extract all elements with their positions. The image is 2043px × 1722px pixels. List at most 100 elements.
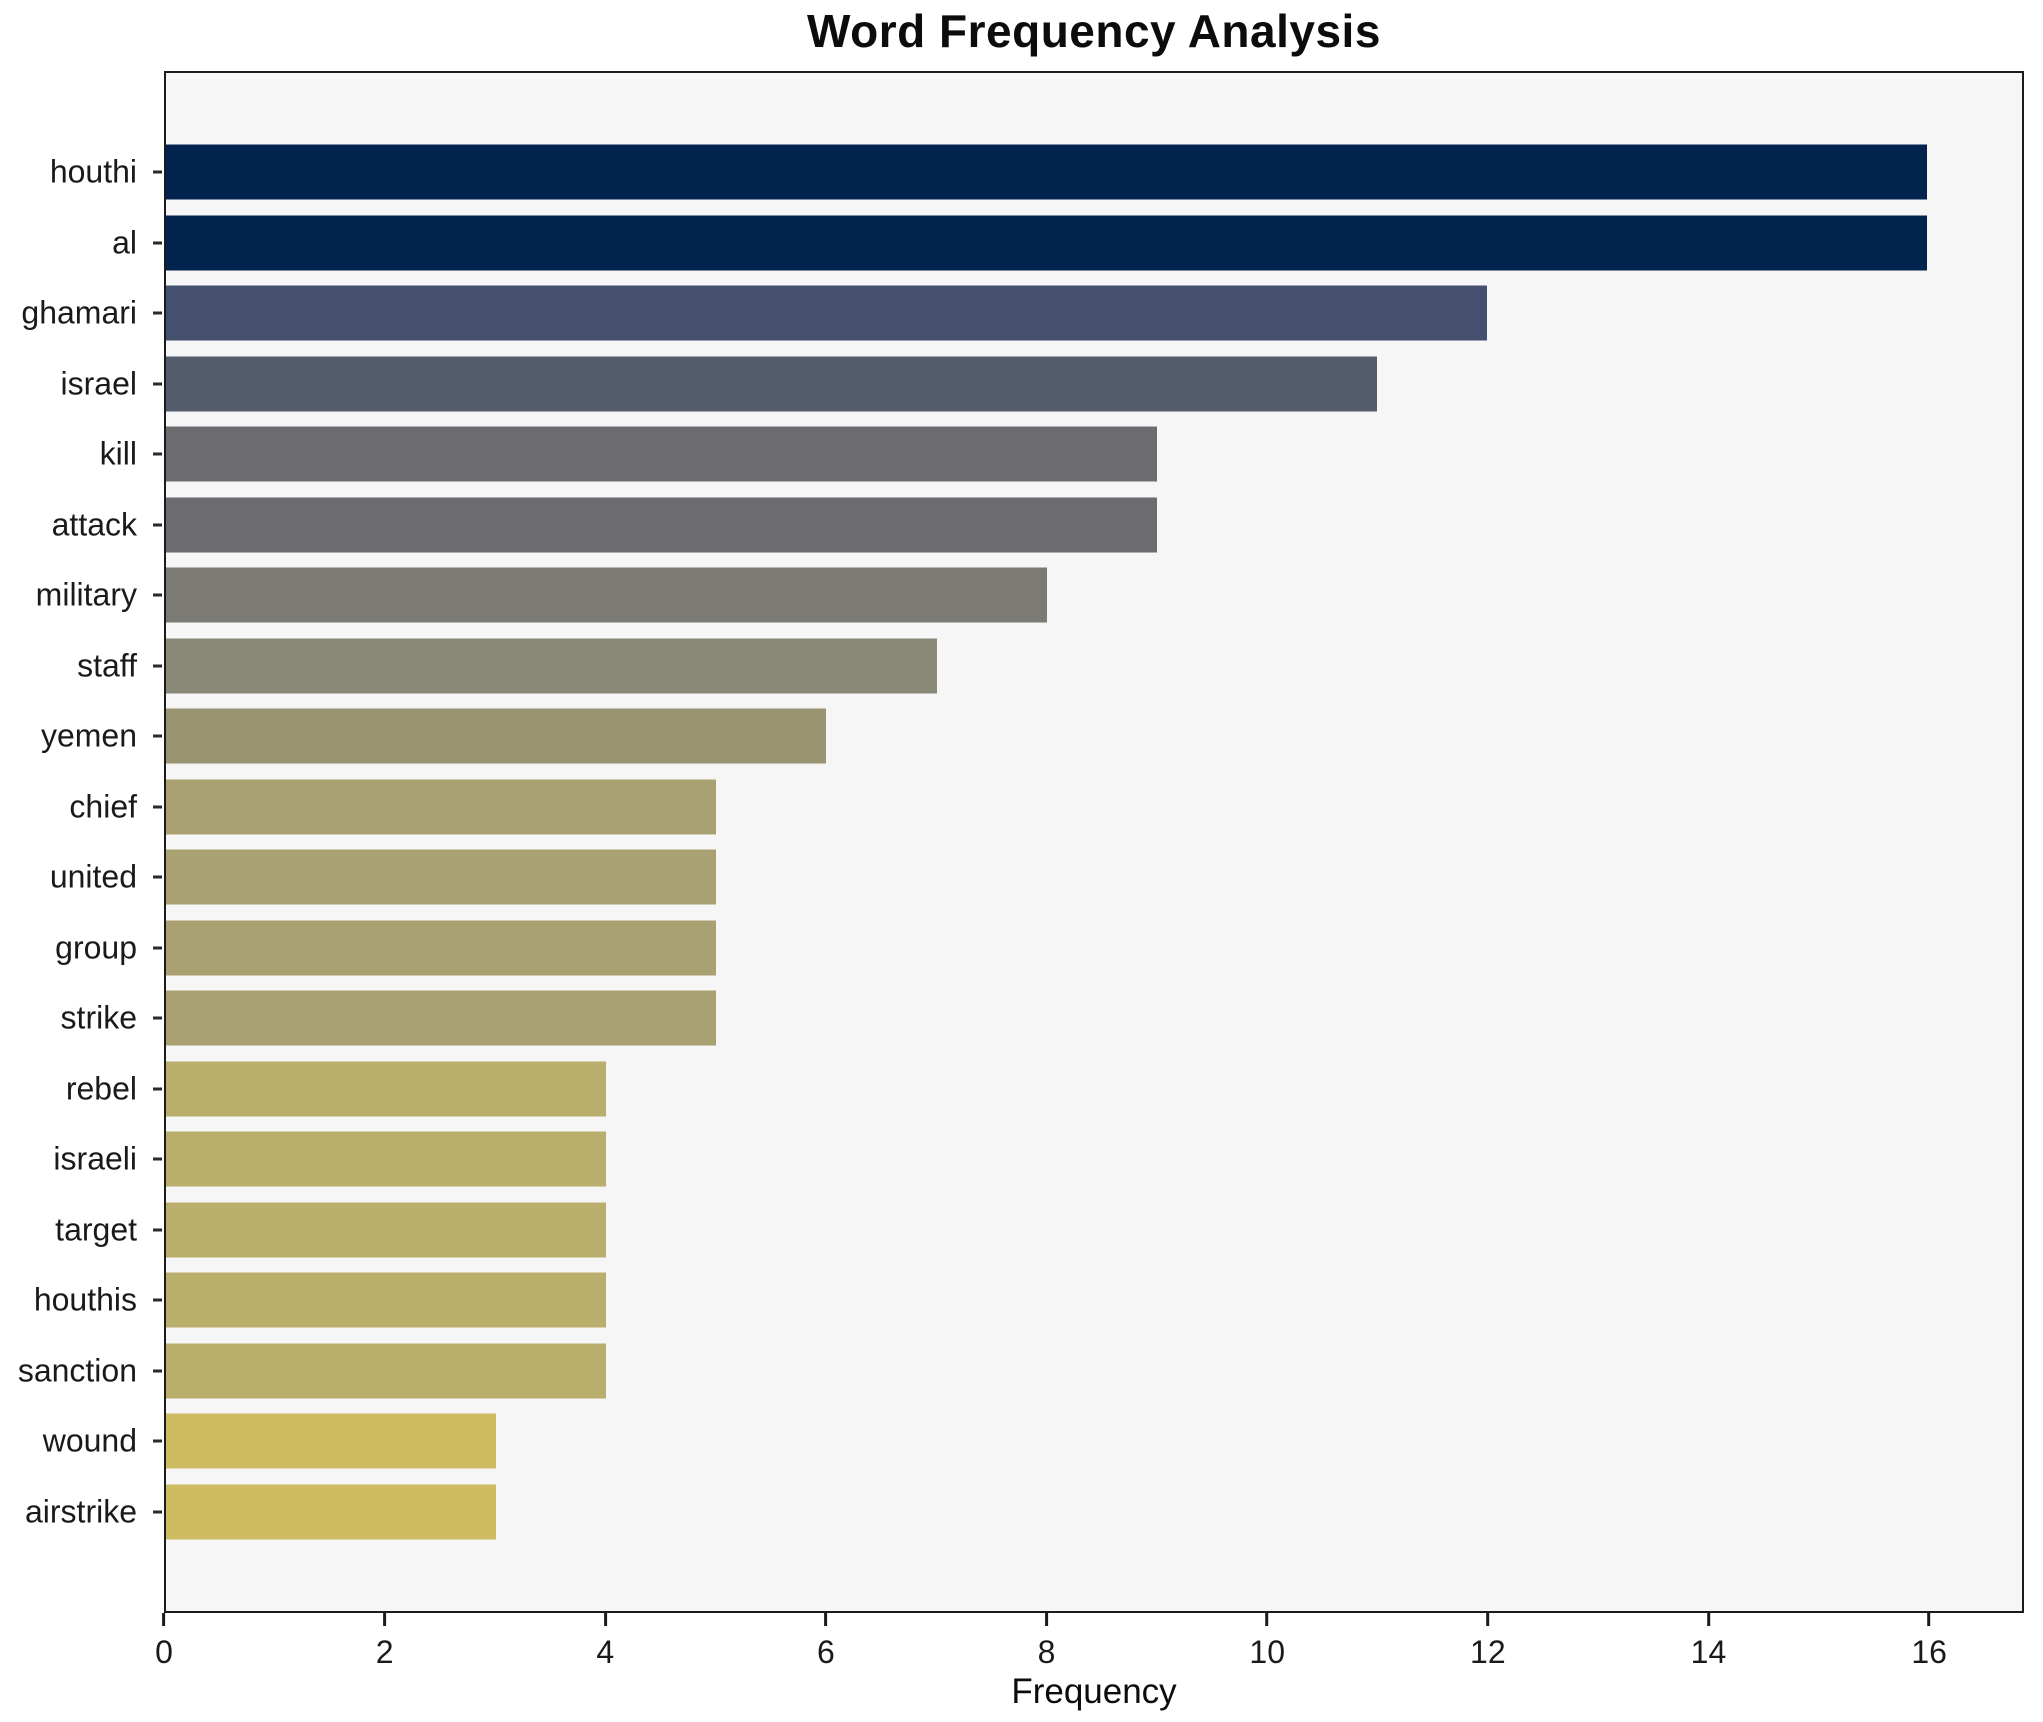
y-tick-mark [153,875,162,879]
y-tick-mark [153,523,162,527]
y-tick-mark [153,452,162,456]
y-tick-mark [153,734,162,738]
bar-target [166,1202,607,1258]
bar-row [166,1124,2022,1195]
x-tick-label: 4 [596,1634,615,1670]
bar-ghamari [166,285,1487,341]
y-tick-label-yemen: yemen [40,717,137,754]
bar-united [166,849,717,905]
y-tick-label-al: al [112,224,137,261]
bar-row [166,490,2022,561]
x-tick-14: 14 [1690,1613,1727,1671]
bars-container [166,73,2022,1611]
x-tick-mark [1927,1613,1931,1626]
bar-wound [166,1413,497,1469]
y-label-row: rebel [0,1054,164,1125]
bar-row [166,701,2022,772]
x-tick-label: 2 [375,1634,394,1670]
bar-row [166,1406,2022,1477]
bar-row [166,1054,2022,1125]
y-tick-mark [153,1298,162,1302]
x-tick-mark [1045,1613,1049,1626]
bar-strike [166,990,717,1046]
x-axis-ticks: 0 2 4 6 8 10 12 14 16 [155,1613,2024,1677]
y-tick-label-group: group [55,929,137,966]
x-tick-4: 4 [596,1613,614,1671]
bar-israeli [166,1131,607,1187]
y-label-row: chief [0,772,164,843]
y-label-row: group [0,913,164,984]
y-tick-mark [153,1087,162,1091]
y-tick-label-attack: attack [51,506,137,543]
bar-row [166,137,2022,208]
x-tick-mark [824,1613,828,1626]
x-tick-label: 14 [1690,1634,1727,1670]
y-tick-label-israeli: israeli [53,1140,137,1177]
bar-attack [166,497,1157,553]
y-label-row: target [0,1195,164,1266]
x-tick-8: 8 [1037,1613,1056,1671]
y-label-row: al [0,208,164,279]
y-label-row: houthis [0,1265,164,1336]
bar-row [166,772,2022,843]
y-label-row: airstrike [0,1477,164,1548]
bar-airstrike [166,1484,497,1540]
x-tick-label: 8 [1037,1634,1056,1670]
x-tick-0: 0 [155,1613,173,1671]
bar-row [166,983,2022,1054]
bar-row [166,208,2022,279]
bar-row [166,842,2022,913]
y-label-row: attack [0,490,164,561]
x-tick-mark [1706,1613,1710,1626]
y-tick-mark [153,1369,162,1373]
y-tick-label-israel: israel [60,365,137,402]
bar-row [166,278,2022,349]
x-axis-title: Frequency [1011,1672,1177,1711]
y-tick-mark [153,946,162,950]
y-tick-label-target: target [55,1211,137,1248]
x-tick-2: 2 [376,1613,394,1671]
bar-row [166,631,2022,702]
bar-row [166,1265,2022,1336]
y-tick-mark [153,1016,162,1020]
x-tick-label: 6 [817,1634,835,1670]
x-tick-label: 12 [1470,1634,1506,1670]
x-tick-12: 12 [1470,1613,1506,1671]
y-tick-label-military: military [35,576,137,613]
bar-row [166,913,2022,984]
bar-houthis [166,1272,607,1328]
y-label-row: wound [0,1406,164,1477]
y-tick-label-rebel: rebel [65,1070,137,1107]
plot-area [164,71,2024,1613]
y-tick-mark [153,311,162,315]
x-tick-6: 6 [817,1613,835,1671]
bar-military [166,567,1047,623]
y-tick-mark [153,241,162,245]
bar-row [166,560,2022,631]
y-tick-label-strike: strike [60,999,137,1036]
y-tick-mark [153,1228,162,1232]
bar-row [166,1195,2022,1266]
y-tick-mark [153,593,162,597]
bar-row [166,419,2022,490]
x-tick-label: 16 [1911,1634,1947,1670]
y-tick-label-united: united [49,858,137,895]
bar-row [166,1336,2022,1407]
x-tick-mark [1265,1613,1269,1626]
bar-row [166,349,2022,420]
y-label-row: military [0,560,164,631]
bar-group [166,920,717,976]
x-tick-label: 10 [1249,1634,1285,1670]
bar-staff [166,638,937,694]
y-tick-label-ghamari: ghamari [21,294,137,331]
y-tick-label-staff: staff [77,647,137,684]
x-tick-label: 0 [155,1634,173,1670]
x-tick-mark [383,1613,387,1626]
y-tick-label-houthis: houthis [33,1281,137,1318]
y-tick-label-airstrike: airstrike [24,1493,137,1530]
y-label-row: israel [0,349,164,420]
bar-al [166,215,1928,271]
bar-houthi [166,144,1928,200]
y-tick-label-sanction: sanction [17,1352,137,1389]
